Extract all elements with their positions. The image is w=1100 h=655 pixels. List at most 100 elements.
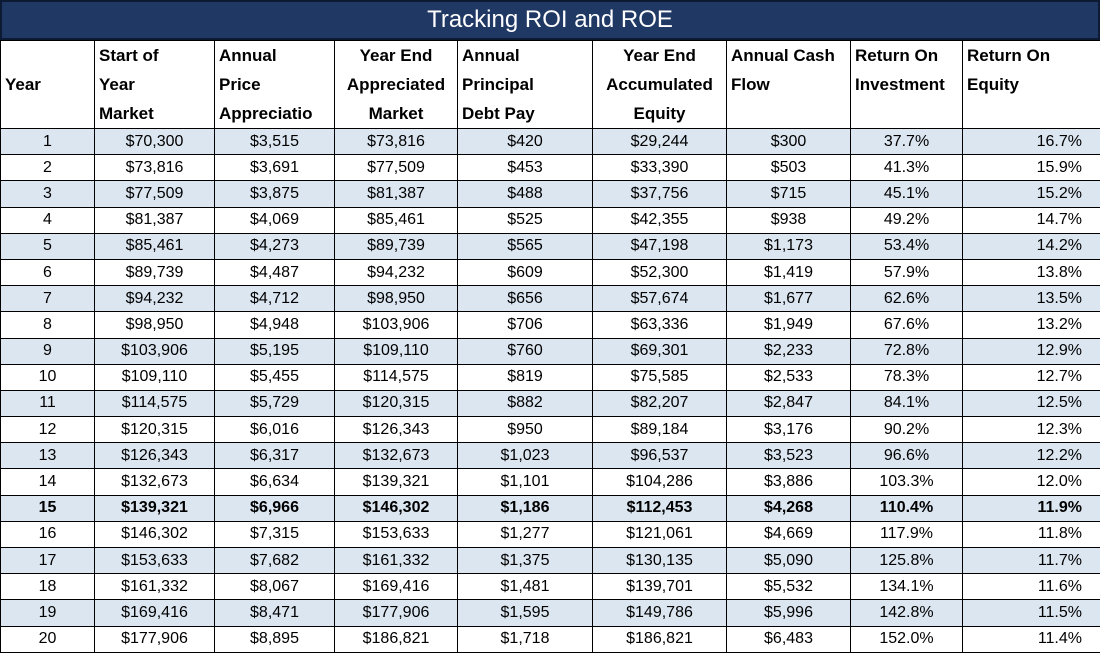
cell-roe: 11.9% <box>962 494 1100 522</box>
cell-appreciated-market: $120,315 <box>334 389 458 418</box>
cell-appreciated-market: $153,633 <box>334 520 458 549</box>
cell-price-appreciation: $4,948 <box>214 311 335 339</box>
cell-roe: 11.8% <box>962 520 1100 549</box>
cell-cash-flow: $2,533 <box>726 363 851 391</box>
cell-cash-flow: $503 <box>726 154 851 182</box>
cell-price-appreciation: $4,487 <box>214 258 335 287</box>
table-row: 9 $103,906 $5,195 $109,110 $760 $69,301 $2,233… <box>0 337 1100 365</box>
cell-accumulated-equity: $130,135 <box>592 546 727 575</box>
cell-cash-flow: $3,523 <box>726 442 851 470</box>
cell-principal-debt: $950 <box>457 416 593 444</box>
cell-appreciated-market: $114,575 <box>334 363 458 391</box>
cell-principal-debt: $1,277 <box>457 520 593 549</box>
cell-cash-flow: $1,949 <box>726 311 851 339</box>
cell-roi: 57.9% <box>850 258 963 287</box>
header-line: Price <box>219 75 261 94</box>
cell-cash-flow: $1,677 <box>726 285 851 313</box>
cell-appreciated-market: $85,461 <box>334 206 458 234</box>
cell-roe: 15.2% <box>962 180 1100 208</box>
cell-start-market: $169,416 <box>94 599 215 627</box>
cell-year: 20 <box>0 625 95 653</box>
cell-price-appreciation: $3,691 <box>214 154 335 182</box>
cell-roi: 84.1% <box>850 389 963 418</box>
cell-price-appreciation: $4,712 <box>214 285 335 313</box>
cell-roi: 90.2% <box>850 416 963 444</box>
table-title: Tracking ROI and ROE <box>0 0 1100 40</box>
cell-roe: 12.3% <box>962 416 1100 444</box>
cell-principal-debt: $819 <box>457 363 593 391</box>
cell-start-market: $161,332 <box>94 573 215 601</box>
header-cash-flow: Annual Cash Flow <box>726 40 851 129</box>
table-row: 17 $153,633 $7,682 $161,332 $1,375 $130,135 $5… <box>0 546 1100 575</box>
cell-cash-flow: $4,669 <box>726 520 851 549</box>
header-line: Investment <box>855 75 945 94</box>
cell-year: 6 <box>0 258 95 287</box>
cell-cash-flow: $300 <box>726 127 851 156</box>
cell-price-appreciation: $7,682 <box>214 546 335 575</box>
header-accumulated-equity: Year End Accumulated Equity <box>592 40 727 129</box>
cell-start-market: $132,673 <box>94 468 215 496</box>
cell-year: 5 <box>0 232 95 260</box>
cell-roe: 12.2% <box>962 442 1100 470</box>
cell-roi: 125.8% <box>850 546 963 575</box>
cell-accumulated-equity: $96,537 <box>592 442 727 470</box>
cell-roi: 78.3% <box>850 363 963 391</box>
cell-roe: 11.5% <box>962 599 1100 627</box>
cell-year: 17 <box>0 546 95 575</box>
cell-accumulated-equity: $112,453 <box>592 494 727 522</box>
roi-roe-table: Year Start of Year Market Annual Price A… <box>0 40 1100 653</box>
table-body: 1 $70,300 $3,515 $73,816 $420 $29,244 $300 37.7… <box>0 127 1100 653</box>
cell-start-market: $98,950 <box>94 311 215 339</box>
cell-start-market: $73,816 <box>94 154 215 182</box>
cell-year: 13 <box>0 442 95 470</box>
cell-accumulated-equity: $42,355 <box>592 206 727 234</box>
cell-roi: 62.6% <box>850 285 963 313</box>
cell-cash-flow: $5,996 <box>726 599 851 627</box>
cell-year: 14 <box>0 468 95 496</box>
cell-year: 15 <box>0 494 95 522</box>
cell-year: 16 <box>0 520 95 549</box>
cell-accumulated-equity: $186,821 <box>592 625 727 653</box>
header-line: Annual Cash <box>731 46 835 65</box>
cell-cash-flow: $4,268 <box>726 494 851 522</box>
cell-price-appreciation: $3,875 <box>214 180 335 208</box>
cell-accumulated-equity: $57,674 <box>592 285 727 313</box>
cell-principal-debt: $488 <box>457 180 593 208</box>
header-line: Year <box>99 75 135 94</box>
cell-roi: 110.4% <box>850 494 963 522</box>
cell-roe: 12.7% <box>962 363 1100 391</box>
cell-principal-debt: $525 <box>457 206 593 234</box>
header-price-appreciation: Annual Price Appreciatio <box>214 40 335 129</box>
cell-appreciated-market: $177,906 <box>334 599 458 627</box>
table-row: 13 $126,343 $6,317 $132,673 $1,023 $96,537 $3,… <box>0 442 1100 470</box>
table-row: 12 $120,315 $6,016 $126,343 $950 $89,184 $3,17… <box>0 416 1100 444</box>
cell-cash-flow: $2,233 <box>726 337 851 365</box>
cell-principal-debt: $453 <box>457 154 593 182</box>
table-row: 1 $70,300 $3,515 $73,816 $420 $29,244 $300 37.7… <box>0 127 1100 156</box>
header-roe: Return On Equity <box>962 40 1100 129</box>
cell-roe: 12.0% <box>962 468 1100 496</box>
cell-accumulated-equity: $52,300 <box>592 258 727 287</box>
table-row: 10 $109,110 $5,455 $114,575 $819 $75,585 $2,53… <box>0 363 1100 391</box>
cell-start-market: $146,302 <box>94 520 215 549</box>
cell-principal-debt: $420 <box>457 127 593 156</box>
cell-principal-debt: $565 <box>457 232 593 260</box>
cell-year: 4 <box>0 206 95 234</box>
cell-roe: 13.2% <box>962 311 1100 339</box>
table-row: 7 $94,232 $4,712 $98,950 $656 $57,674 $1,677 62… <box>0 285 1100 313</box>
cell-year: 12 <box>0 416 95 444</box>
cell-roi: 103.3% <box>850 468 963 496</box>
header-line: Year End <box>359 46 433 65</box>
cell-roe: 13.5% <box>962 285 1100 313</box>
header-line: Debt Pay <box>462 104 535 123</box>
cell-start-market: $177,906 <box>94 625 215 653</box>
cell-appreciated-market: $73,816 <box>334 127 458 156</box>
cell-year: 10 <box>0 363 95 391</box>
cell-accumulated-equity: $33,390 <box>592 154 727 182</box>
cell-roe: 11.6% <box>962 573 1100 601</box>
cell-appreciated-market: $109,110 <box>334 337 458 365</box>
cell-principal-debt: $760 <box>457 337 593 365</box>
cell-year: 18 <box>0 573 95 601</box>
cell-principal-debt: $1,718 <box>457 625 593 653</box>
table-row: 3 $77,509 $3,875 $81,387 $488 $37,756 $715 45.1… <box>0 180 1100 208</box>
